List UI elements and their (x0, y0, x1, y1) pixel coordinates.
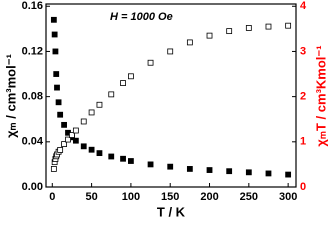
point (206, 167, 213, 173)
point (52, 48, 59, 55)
point (128, 158, 134, 164)
x-tick-label: 150 (161, 191, 179, 203)
chart: H = 1000 Oe T / K χₘ / cm³mol⁻¹ χₘT / cm… (3, 0, 328, 219)
point (57, 111, 64, 118)
y2-axis-label: χₘT / cm³Kmol⁻¹ (313, 45, 328, 146)
point (120, 80, 126, 86)
point (226, 168, 233, 175)
point (65, 136, 71, 143)
y-tick-label: 0.00 (22, 181, 43, 193)
y-tick-label: 0.16 (22, 0, 43, 12)
point (128, 73, 134, 80)
plot-frame (45, 3, 297, 188)
x-axis-label: T / K (157, 204, 186, 219)
point (55, 99, 62, 106)
y-tick-label: 0.04 (22, 136, 44, 148)
y2-tick-label: 2 (300, 91, 306, 103)
point (245, 169, 252, 176)
point (57, 147, 64, 153)
y2-tick-label: 3 (300, 45, 306, 57)
point (88, 109, 95, 116)
x-tick-label: 0 (49, 191, 55, 203)
point (120, 155, 126, 162)
x-tick-label: 100 (122, 191, 140, 203)
point (285, 22, 292, 29)
y2-tick-label: 0 (300, 181, 306, 193)
point (72, 137, 79, 144)
point (51, 31, 58, 38)
x-tick-label: 200 (200, 191, 218, 203)
annotation: H = 1000 Oe (110, 11, 173, 23)
point (265, 170, 272, 177)
point (285, 171, 292, 178)
point (50, 166, 57, 172)
point (54, 84, 60, 91)
point (245, 25, 252, 31)
point (265, 23, 272, 30)
y-axis-label: χₘ / cm³mol⁻¹ (3, 54, 18, 138)
point (206, 32, 213, 39)
x-tick-label: 250 (240, 191, 258, 203)
point (147, 161, 154, 168)
point (186, 39, 193, 46)
y2-tick-label: 1 (300, 136, 306, 148)
point (72, 127, 79, 134)
point (186, 166, 193, 172)
point (80, 143, 87, 150)
x-tick-label: 300 (279, 191, 297, 203)
x-tick-label: 50 (85, 191, 97, 203)
point (96, 150, 103, 157)
point (226, 28, 233, 35)
point (80, 118, 87, 125)
point (53, 71, 60, 77)
point (88, 146, 95, 153)
point (69, 132, 75, 138)
point (147, 59, 154, 66)
point (61, 121, 67, 128)
point (50, 16, 57, 23)
point (167, 163, 174, 170)
point (108, 91, 115, 98)
point (167, 48, 174, 55)
point (96, 101, 103, 108)
point (61, 141, 67, 147)
y-tick-label: 0.12 (22, 45, 43, 57)
point (108, 153, 115, 160)
y2-tick-label: 4 (300, 0, 307, 12)
y-tick-label: 0.08 (22, 91, 43, 103)
